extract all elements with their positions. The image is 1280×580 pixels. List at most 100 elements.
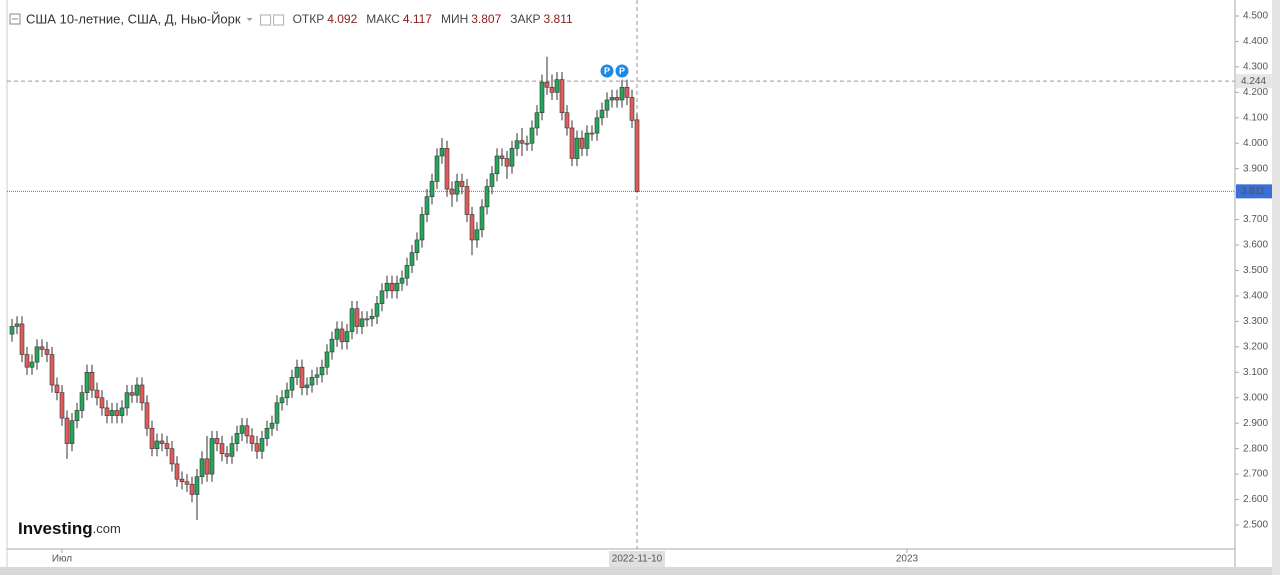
candle-body [469, 214, 475, 241]
candle-body [54, 384, 60, 393]
candle-body [209, 438, 215, 475]
candle-body [294, 366, 300, 378]
candle-body [99, 397, 105, 409]
candle-body [169, 448, 175, 465]
logo-main: Investing [18, 519, 93, 538]
candle-body [554, 79, 560, 93]
event-label: P [604, 66, 610, 76]
y-tick-label: 3.500 [1243, 265, 1268, 276]
candle-body [159, 440, 165, 444]
candle-body [354, 308, 360, 327]
candle-body [69, 420, 75, 444]
y-tick-label: 3.200 [1243, 341, 1268, 352]
candle-body [334, 328, 340, 340]
candle-body [484, 186, 490, 208]
last-price-label: 3.811 [1241, 186, 1266, 197]
candle-body [189, 483, 195, 495]
crosshair-y-badge [1236, 74, 1272, 89]
candle-body [319, 366, 325, 376]
y-tick-label: 3.000 [1243, 392, 1268, 403]
ohlc-value: 4.092 [327, 12, 357, 26]
candle-body [284, 389, 290, 399]
y-tick-label: 4.500 [1243, 11, 1268, 22]
candle-body [59, 392, 65, 419]
candle-body [559, 79, 565, 114]
y-tick-label: 2.900 [1243, 418, 1268, 429]
candle-body [124, 392, 130, 409]
candle-body [549, 86, 555, 93]
y-tick-label: 2.500 [1243, 520, 1268, 531]
candle-body [139, 384, 145, 404]
candle-body [379, 290, 385, 304]
settings-icon[interactable] [273, 14, 285, 26]
candle-body [634, 119, 640, 192]
candle-body [314, 374, 320, 378]
candle-body [229, 443, 235, 457]
candle-body [569, 127, 575, 159]
crosshair-y-label: 4.244 [1241, 76, 1266, 87]
candle-body [234, 433, 240, 444]
candle-body [424, 196, 430, 215]
candle-body [339, 328, 345, 343]
candle-body [619, 86, 625, 101]
candle-body [289, 377, 295, 391]
candle-body [544, 81, 550, 88]
candle-body [574, 137, 580, 159]
chart-title: США 10-летние, США, Д, Нью-Йорк [26, 11, 241, 26]
ohlc-label: ОТКР [293, 12, 325, 26]
candle-body [609, 97, 615, 101]
candle-body [309, 377, 315, 386]
event-marker[interactable] [600, 64, 614, 78]
candle-body [79, 392, 85, 411]
candle-body [464, 186, 470, 215]
candle-body [259, 438, 265, 452]
candle-body [394, 282, 400, 292]
candle-body [409, 252, 415, 266]
candle-body [249, 435, 255, 444]
candle-body [94, 389, 100, 399]
candle-body [389, 282, 395, 292]
candle-body [594, 117, 600, 134]
candle-body [474, 229, 480, 241]
candle-body [14, 323, 20, 327]
candle-body [494, 155, 500, 175]
candle-body [164, 443, 170, 449]
candle-body [49, 354, 55, 386]
candle-body [19, 323, 25, 355]
event-label: P [619, 66, 625, 76]
ohlc-value: 3.807 [471, 12, 501, 26]
candle-body [134, 384, 140, 396]
candle-body [304, 384, 310, 388]
last-price-badge [1236, 184, 1272, 199]
y-tick-label: 2.600 [1243, 494, 1268, 505]
candle-body [279, 397, 285, 404]
candle-body [604, 99, 610, 111]
candle-body [204, 458, 210, 475]
candle-body [589, 132, 595, 135]
candle-body [84, 371, 90, 393]
candle-body [504, 158, 510, 167]
ohlc-value: 4.117 [403, 12, 432, 26]
y-tick-label: 3.600 [1243, 240, 1268, 251]
candle-body [359, 318, 365, 327]
event-marker[interactable] [615, 64, 629, 78]
candle-body [479, 206, 485, 231]
candle-body [534, 112, 540, 129]
collapse-icon[interactable] [9, 13, 21, 25]
candle-body [614, 97, 620, 101]
crosshair-x-badge [609, 551, 665, 567]
ohlc-value: 3.811 [544, 12, 573, 26]
candle-body [119, 407, 125, 416]
candle-body [629, 97, 635, 121]
candle-body [439, 148, 445, 157]
candle-body [364, 318, 370, 321]
candle-body [449, 188, 455, 195]
candle-body [579, 137, 585, 149]
candle-body [29, 361, 35, 368]
settings-icon[interactable] [260, 14, 272, 26]
candle-body [344, 331, 350, 343]
candle-body [114, 410, 120, 416]
candle-body [399, 277, 405, 284]
